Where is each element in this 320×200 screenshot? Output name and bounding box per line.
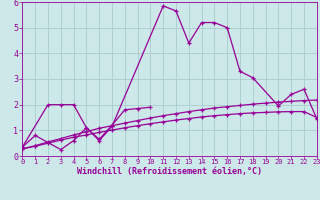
X-axis label: Windchill (Refroidissement éolien,°C): Windchill (Refroidissement éolien,°C) [77,167,262,176]
